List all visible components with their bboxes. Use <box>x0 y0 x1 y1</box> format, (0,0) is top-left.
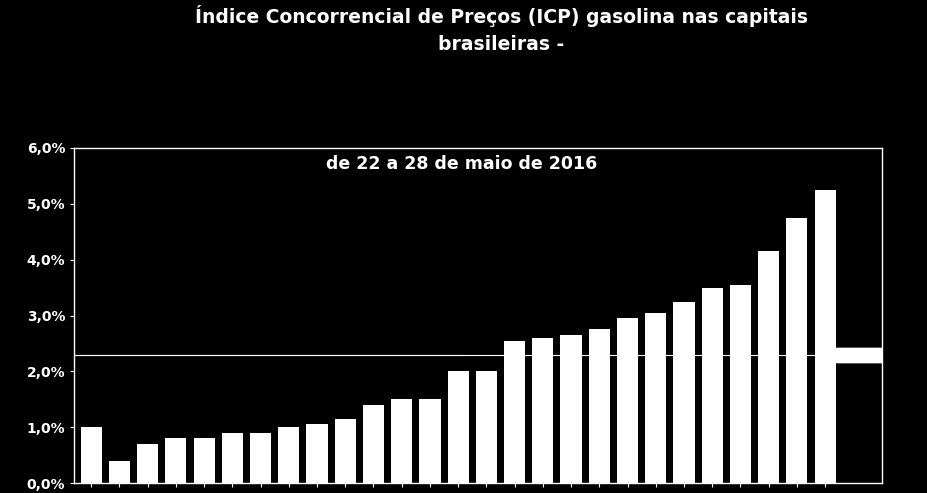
Bar <box>560 335 581 483</box>
Text: brasileiras -: brasileiras - <box>438 35 564 54</box>
Bar <box>785 218 806 483</box>
Bar <box>419 399 440 483</box>
Text: Índice Concorrencial de Preços (ICP) gasolina nas capitais: Índice Concorrencial de Preços (ICP) gas… <box>195 5 806 27</box>
Bar <box>532 338 552 483</box>
Bar <box>81 427 102 483</box>
Bar <box>476 371 497 483</box>
Bar <box>588 329 609 483</box>
Bar <box>278 427 299 483</box>
Bar <box>701 287 722 483</box>
Bar <box>673 302 693 483</box>
Bar <box>644 313 666 483</box>
Bar <box>835 348 881 362</box>
Bar <box>729 285 750 483</box>
Bar <box>137 444 158 483</box>
Bar <box>108 461 130 483</box>
Bar <box>814 190 835 483</box>
Bar <box>503 341 525 483</box>
Bar <box>447 371 468 483</box>
Bar <box>362 405 384 483</box>
Bar <box>249 433 271 483</box>
Bar <box>306 424 327 483</box>
Bar <box>194 438 214 483</box>
Bar <box>222 433 243 483</box>
Bar <box>390 399 412 483</box>
Bar <box>616 318 638 483</box>
Text: de 22 a 28 de maio de 2016: de 22 a 28 de maio de 2016 <box>325 155 597 173</box>
Bar <box>757 251 779 483</box>
Bar <box>335 419 355 483</box>
Bar <box>165 438 186 483</box>
